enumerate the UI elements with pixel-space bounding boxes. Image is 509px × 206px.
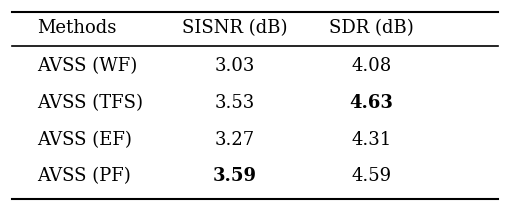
Text: AVSS (TFS): AVSS (TFS) [37,94,143,112]
Text: SISNR (dB): SISNR (dB) [182,19,287,37]
Text: 4.31: 4.31 [351,131,391,149]
Text: 4.08: 4.08 [351,57,391,75]
Text: 3.27: 3.27 [214,131,254,149]
Text: 3.03: 3.03 [214,57,254,75]
Text: AVSS (EF): AVSS (EF) [37,131,131,149]
Text: AVSS (WF): AVSS (WF) [37,57,137,75]
Text: 3.53: 3.53 [214,94,254,112]
Text: 3.59: 3.59 [212,167,256,185]
Text: 4.63: 4.63 [349,94,393,112]
Text: SDR (dB): SDR (dB) [329,19,413,37]
Text: Methods: Methods [37,19,116,37]
Text: AVSS (PF): AVSS (PF) [37,167,130,185]
Text: 4.59: 4.59 [351,167,391,185]
